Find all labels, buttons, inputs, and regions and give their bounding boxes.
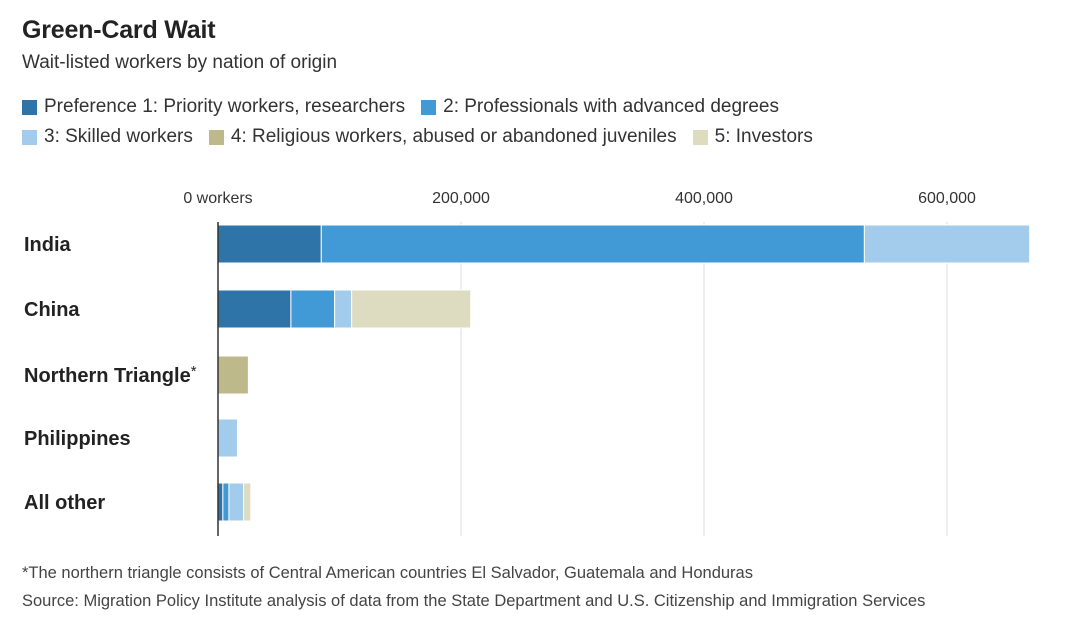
bar-1-series-0 (217, 289, 292, 329)
bar-1-series-1 (290, 289, 336, 329)
legend-swatch-pref5 (692, 129, 708, 145)
chart-legend: Preference 1: Priority workers, research… (22, 92, 1062, 152)
category-name-4: All other (24, 492, 105, 514)
legend-label-pref4: 4: Religious workers, abused or abandone… (230, 126, 677, 147)
bar-3-series-2 (217, 418, 238, 458)
category-name-1: China (24, 299, 80, 321)
legend-item-pref4: 4: Religious workers, abused or abandone… (208, 126, 677, 148)
legend-row-2: 3: Skilled workers 4: Religious workers,… (22, 122, 1062, 152)
chart-subtitle: Wait-listed workers by nation of origin (22, 52, 338, 73)
category-name-2: Northern Triangle (24, 365, 191, 387)
bar-4-series-1 (222, 482, 230, 522)
legend-item-pref3: 3: Skilled workers (22, 126, 193, 148)
bar-0-series-1 (320, 224, 865, 264)
legend-row-1: Preference 1: Priority workers, research… (22, 92, 1062, 122)
bar-1-series-4 (351, 289, 472, 329)
bar-4-series-2 (228, 482, 245, 522)
source-note: Source: Migration Policy Institute analy… (22, 592, 926, 610)
category-name-0: India (24, 234, 72, 256)
chart-title: Green-Card Wait (22, 16, 216, 44)
x-tick-label-1: 200,000 (432, 190, 490, 207)
x-tick-label-3: 600,000 (918, 190, 976, 207)
bar-1-series-2 (334, 289, 353, 329)
stacked-bar-chart: 0 workers 200,000 400,000 600,000 India China… (24, 190, 1031, 536)
legend-item-pref5: 5: Investors (692, 126, 813, 148)
x-tick-label-0: 0 workers (183, 190, 252, 207)
category-label-3: Philippines (24, 428, 131, 450)
legend-label-pref5: 5: Investors (714, 126, 813, 147)
legend-label-pref2: 2: Professionals with advanced degrees (443, 96, 779, 117)
footnote: *The northern triangle consists of Centr… (22, 564, 753, 582)
category-label-4: All other (24, 492, 105, 514)
legend-swatch-pref1 (22, 99, 37, 115)
legend-label-pref3: 3: Skilled workers (44, 126, 193, 147)
category-footnote-mark-2: * (191, 363, 197, 380)
legend-swatch-pref2 (421, 99, 437, 115)
bar-4-series-4 (243, 482, 252, 522)
bar-0-series-2 (863, 224, 1031, 264)
legend-swatch-pref3 (22, 129, 37, 145)
bar-0-series-0 (217, 224, 322, 264)
category-label-0: India (24, 234, 72, 256)
legend-label-pref1: Preference 1: Priority workers, research… (44, 96, 406, 117)
category-label-2: Northern Triangle* (24, 363, 197, 387)
category-label-1: China (24, 299, 80, 321)
legend-item-pref2: 2: Professionals with advanced degrees (421, 96, 779, 118)
bar-2-series-3 (217, 355, 249, 395)
legend-item-pref1: Preference 1: Priority workers, research… (22, 96, 405, 118)
legend-swatch-pref4 (208, 129, 224, 145)
category-name-3: Philippines (24, 428, 131, 450)
x-tick-label-2: 400,000 (675, 190, 733, 207)
